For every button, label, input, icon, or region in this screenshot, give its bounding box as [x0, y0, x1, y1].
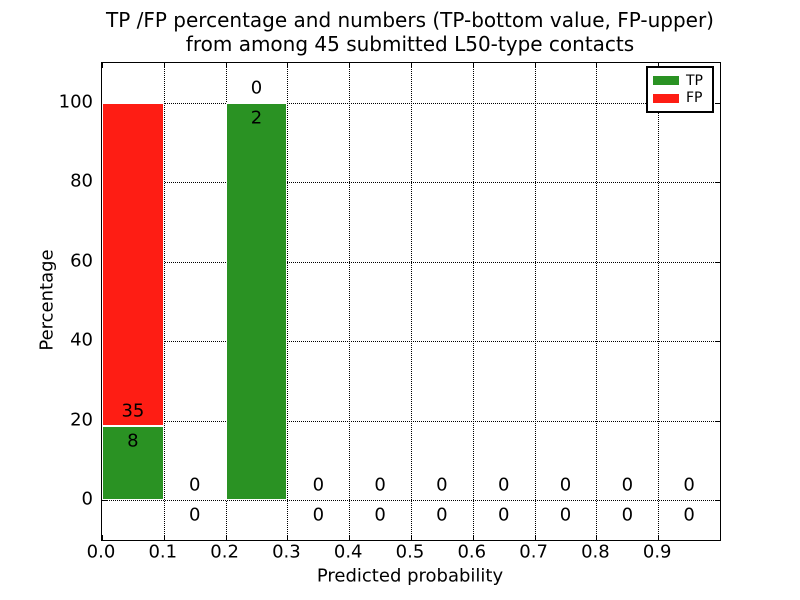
fp-count-label: 0	[312, 474, 325, 496]
tp-count-label: 0	[436, 504, 448, 526]
y-tick-label: 0	[81, 488, 93, 510]
y-tick-label: 40	[70, 329, 93, 351]
y-axis-title: Percentage	[36, 249, 58, 351]
tp-bar-segment	[225, 102, 288, 501]
fp-count-label: 0	[374, 474, 386, 496]
tp-count-label: 0	[374, 504, 386, 526]
x-tickmark	[287, 535, 289, 540]
x-tick-label: 0.5	[395, 541, 425, 563]
chart-title-line1: TP /FP percentage and numbers (TP-bottom…	[106, 8, 714, 32]
chart-title: TP /FP percentage and numbers (TP-bottom…	[101, 8, 719, 56]
legend-item-tp: TP	[653, 74, 707, 88]
x-tickmark	[658, 535, 660, 540]
fp-count-label: 0	[436, 474, 448, 496]
tp-bar-segment	[102, 426, 164, 501]
x-tickmark	[287, 63, 289, 68]
y-tick-label: 100	[58, 91, 93, 113]
x-tickmark	[349, 535, 351, 540]
x-tick-label: 0.9	[642, 541, 672, 563]
tp-count-label: 8	[127, 430, 139, 452]
x-tick-label: 0.7	[519, 541, 548, 563]
x-tick-label: 0.4	[333, 541, 363, 563]
tp-count-label: 2	[250, 107, 263, 129]
y-tickmark	[715, 182, 720, 184]
x-tickmark	[102, 535, 103, 540]
x-tickmark	[472, 63, 474, 68]
y-tick-label: 60	[70, 250, 93, 272]
x-tickmark	[163, 535, 165, 540]
fp-count-label: 0	[250, 77, 263, 99]
legend-label-tp: TP	[686, 72, 703, 89]
gridline-vertical	[472, 63, 474, 540]
y-tickmark	[715, 500, 720, 502]
x-tickmark	[102, 63, 103, 68]
fp-bar-segment	[102, 102, 164, 427]
x-tickmark	[658, 63, 660, 68]
x-tick-label: 0.3	[272, 541, 301, 563]
gridline-vertical	[596, 63, 598, 540]
tp-count-label: 0	[559, 504, 572, 526]
x-tickmark	[596, 63, 598, 68]
tp-count-label: 0	[312, 504, 325, 526]
fp-count-label: 0	[497, 474, 510, 496]
x-tickmark	[411, 535, 412, 540]
y-tick-label: 20	[70, 409, 93, 431]
fp-count-label: 0	[621, 474, 634, 496]
x-tick-label: 0.8	[581, 541, 610, 563]
fp-count-label: 35	[121, 400, 145, 422]
x-tickmark	[472, 535, 474, 540]
y-tick-label: 80	[70, 170, 93, 192]
y-tickmark	[715, 341, 720, 343]
x-tick-label: 0.1	[148, 541, 178, 563]
x-tick-label: 0.2	[210, 541, 239, 563]
x-tickmark	[534, 535, 536, 540]
legend-item-fp: FP	[653, 91, 707, 105]
legend: TP FP	[646, 66, 714, 113]
tp-count-label: 0	[683, 504, 695, 526]
x-tickmark	[225, 535, 227, 540]
gridline-vertical	[287, 63, 289, 540]
tp-count-label: 0	[188, 504, 201, 526]
gridline-vertical	[163, 63, 165, 540]
gridline-vertical	[658, 63, 660, 540]
y-tickmark	[715, 102, 720, 104]
y-tickmark	[715, 420, 720, 422]
x-tickmark	[534, 63, 536, 68]
x-axis-title: Predicted probability	[316, 565, 504, 587]
tp-color-swatch	[653, 76, 679, 86]
plot-area: 35 8 0 0 0 2 0 0 0 0 0 0 0 0 0 0 0 0 0 0	[101, 62, 721, 541]
fp-count-label: 0	[683, 474, 695, 496]
gridline-vertical	[411, 63, 412, 540]
x-tick-label: 0.6	[457, 541, 487, 563]
x-tickmark	[411, 63, 412, 68]
tp-count-label: 0	[621, 504, 634, 526]
chart-title-line2: from among 45 submitted L50-type contact…	[185, 32, 635, 56]
fp-count-label: 0	[188, 474, 201, 496]
x-tickmark	[163, 63, 165, 68]
gridline-vertical	[534, 63, 536, 540]
x-tickmark	[225, 63, 227, 68]
x-tick-label: 0.0	[86, 541, 116, 563]
fp-count-label: 0	[559, 474, 572, 496]
x-tickmark	[349, 63, 351, 68]
y-tickmark	[102, 500, 107, 502]
x-tickmark	[596, 535, 598, 540]
fp-color-swatch	[653, 93, 679, 103]
tp-count-label: 0	[497, 504, 510, 526]
gridline-vertical	[349, 63, 351, 540]
legend-label-fp: FP	[686, 90, 703, 107]
y-tickmark	[715, 261, 720, 263]
